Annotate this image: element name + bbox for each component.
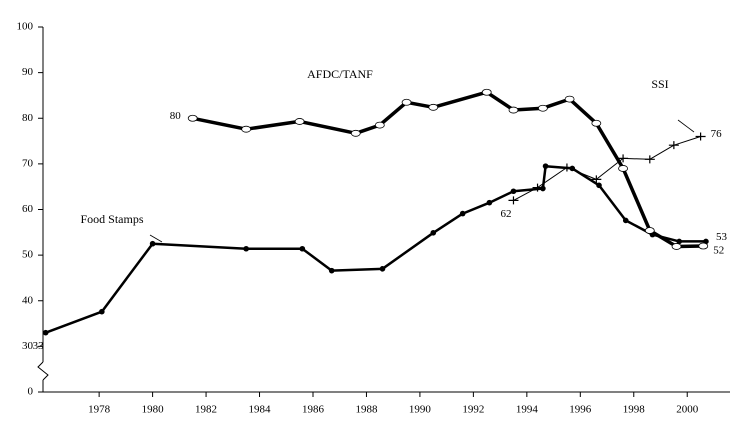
point [591, 119, 602, 127]
data-label: 76 [711, 128, 723, 140]
point [508, 106, 519, 114]
point [622, 217, 629, 224]
x-tick-label: 1998 [623, 404, 646, 416]
point [430, 229, 437, 236]
data-label: 52 [713, 245, 724, 257]
data-label: 53 [716, 231, 728, 243]
point [596, 182, 602, 189]
point [243, 245, 249, 252]
x-tick-label: 1992 [462, 404, 484, 416]
point [328, 267, 335, 274]
point [481, 88, 492, 96]
y-tick-label: 80 [22, 112, 34, 124]
series-name: Food Stamps [80, 212, 143, 226]
axes: 0 30 40 50 60 70 80 90 100 1978 1980 1982 1984 1986 19… [17, 21, 730, 416]
point [428, 103, 439, 111]
x-tick-label: 1984 [249, 404, 272, 416]
y-tick-label: 100 [17, 21, 34, 33]
plot-area: 33 53 Food Stamps 80 52 AFDC/TANF 62 76 SSI [33, 67, 728, 352]
x-tick-label: 2000 [676, 404, 699, 416]
series-name: SSI [651, 77, 668, 91]
y-tick-label: 70 [22, 157, 34, 169]
series-line [192, 90, 704, 249]
point [618, 154, 629, 163]
series-name: AFDC/TANF [307, 67, 373, 81]
point [591, 175, 602, 184]
x-tick-label: 1978 [88, 404, 111, 416]
y-tick-label: 60 [22, 203, 34, 215]
point [644, 227, 655, 234]
point [99, 308, 105, 315]
point [486, 199, 493, 206]
point [540, 185, 546, 192]
y-tick-label: 50 [22, 249, 34, 261]
point [676, 238, 683, 245]
point [532, 183, 543, 192]
point [149, 240, 156, 247]
leader-line [149, 234, 163, 243]
point [695, 132, 706, 141]
x-tick-label: 1986 [302, 404, 325, 416]
point [510, 188, 517, 195]
y-tick-label: 30 [22, 340, 34, 352]
point [644, 155, 655, 164]
data-label: 62 [500, 208, 511, 220]
point [459, 210, 466, 217]
point [668, 141, 679, 150]
point [561, 163, 572, 172]
point [508, 196, 519, 205]
x-tick-label: 1990 [409, 404, 432, 416]
data-label: 33 [33, 340, 45, 352]
series-line [513, 136, 701, 201]
point [187, 114, 198, 122]
y-tick-label: 0 [28, 386, 34, 398]
x-tick-label: 1994 [516, 404, 539, 416]
point [564, 95, 575, 103]
x-tick-label: 1988 [355, 404, 378, 416]
point [401, 98, 412, 106]
y-tick-label: 40 [22, 294, 34, 306]
x-tick-label: 1996 [569, 404, 592, 416]
x-tick-label: 1982 [195, 404, 217, 416]
point [671, 243, 682, 250]
point [299, 245, 306, 252]
point [241, 125, 252, 133]
point [542, 163, 549, 169]
series-line [45, 164, 706, 334]
point [374, 121, 385, 129]
point [618, 165, 628, 172]
axis-break [37, 361, 49, 381]
leader-line [677, 119, 695, 133]
point [379, 266, 386, 272]
point [42, 329, 49, 336]
point [350, 129, 361, 137]
data-label: 80 [170, 110, 182, 122]
y-tick-label: 90 [22, 66, 34, 78]
point [294, 118, 305, 125]
point [698, 242, 709, 250]
point [537, 104, 548, 112]
x-tick-label: 1980 [142, 404, 165, 416]
